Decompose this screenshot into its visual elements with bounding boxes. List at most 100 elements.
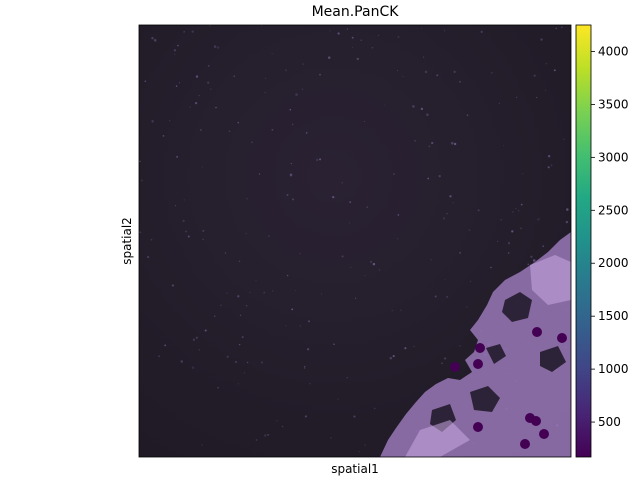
background-speckle	[420, 107, 424, 111]
background-speckle	[436, 74, 439, 77]
scatter-point	[473, 422, 483, 432]
background-speckle	[353, 415, 356, 418]
scatter-points	[450, 327, 567, 449]
background-speckle	[204, 329, 207, 332]
background-speckle	[391, 309, 394, 312]
background-speckle	[304, 415, 307, 418]
background-speckle	[235, 360, 238, 364]
background-speckle	[151, 36, 154, 40]
background-speckle	[175, 85, 178, 87]
colorbar-tick-label: 3500	[598, 97, 629, 111]
tissue-bright-patch	[405, 255, 571, 457]
background-speckle	[378, 269, 380, 271]
colorbar-tick-label: 4000	[598, 44, 629, 58]
background-speckle	[491, 72, 493, 74]
background-speckle	[496, 240, 499, 242]
background-speckle	[438, 175, 441, 178]
background-speckle	[443, 30, 446, 32]
background-speckle	[191, 30, 194, 33]
background-speckle	[397, 214, 400, 216]
background-speckle	[183, 199, 185, 201]
plot-area	[139, 25, 571, 457]
background-speckle	[194, 101, 198, 105]
background-speckle	[276, 419, 278, 422]
background-speckle	[162, 135, 165, 137]
background-speckle	[490, 266, 492, 269]
background-speckle	[512, 211, 514, 213]
background-speckle	[346, 377, 348, 379]
background-speckle	[414, 140, 416, 142]
background-speckle	[384, 104, 386, 106]
background-speckle	[195, 75, 199, 78]
background-speckle	[565, 220, 569, 224]
background-speckle	[303, 367, 306, 369]
background-speckle	[453, 142, 457, 146]
background-speckle	[285, 325, 287, 327]
background-speckle	[550, 164, 553, 167]
background-speckle	[238, 343, 241, 346]
background-speckle	[258, 173, 261, 175]
background-speckle	[195, 336, 198, 339]
scatter-point	[475, 343, 485, 353]
background-speckle	[442, 217, 446, 220]
background-speckle	[169, 120, 171, 122]
background-speckle	[139, 160, 141, 163]
background-speckle	[346, 28, 348, 30]
background-speckle	[189, 106, 191, 108]
background-speckle	[207, 64, 210, 67]
background-speckle	[228, 130, 231, 133]
background-speckle	[527, 263, 530, 266]
background-speckle	[329, 30, 331, 32]
scatter-point	[473, 359, 483, 369]
background-speckle	[309, 383, 311, 385]
background-speckle	[289, 173, 293, 177]
background-speckle	[547, 166, 550, 169]
background-speckle	[290, 162, 293, 165]
background-speckle	[320, 293, 323, 295]
tissue-dark-holes	[430, 292, 566, 432]
background-speckle	[284, 69, 287, 72]
background-speckle	[561, 26, 563, 28]
background-speckle	[201, 166, 204, 168]
background-speckle	[393, 173, 395, 176]
background-speckle	[536, 96, 538, 99]
background-speckle	[453, 70, 456, 74]
scatter-point	[450, 362, 460, 372]
background-speckle	[477, 209, 480, 212]
background-speckle	[530, 255, 533, 258]
background-speckle	[354, 297, 357, 299]
background-speckle	[333, 343, 335, 345]
background-speckle	[226, 355, 229, 358]
background-speckle	[246, 361, 249, 364]
background-speckle	[358, 451, 360, 453]
background-speckle	[146, 255, 150, 259]
background-speckle	[371, 46, 374, 49]
background-speckle	[511, 230, 514, 233]
background-speckle	[452, 202, 454, 204]
background-speckle	[267, 433, 270, 436]
background-speckle	[226, 292, 228, 294]
tissue-region	[380, 232, 571, 457]
scatter-point	[557, 333, 567, 343]
background-speckle	[444, 278, 446, 280]
background-speckle	[215, 106, 217, 109]
scatter-point	[539, 429, 549, 439]
background-speckle	[480, 30, 483, 34]
background-speckle	[191, 366, 195, 369]
background-speckle	[377, 34, 380, 37]
background-speckle	[214, 315, 216, 317]
background-speckle	[177, 44, 179, 47]
background-speckle	[516, 96, 518, 98]
background-speckle	[286, 194, 289, 196]
colorbar-tick-label: 2500	[598, 203, 629, 217]
background-speckle	[441, 362, 443, 364]
background-speckle	[413, 345, 415, 348]
background-speckle	[553, 69, 556, 72]
background-speckle	[264, 434, 267, 437]
background-speckle	[545, 62, 548, 65]
background-speckle	[430, 259, 432, 261]
background-speckle	[372, 262, 376, 266]
background-speckle	[217, 387, 219, 389]
background-speckle	[389, 356, 393, 360]
